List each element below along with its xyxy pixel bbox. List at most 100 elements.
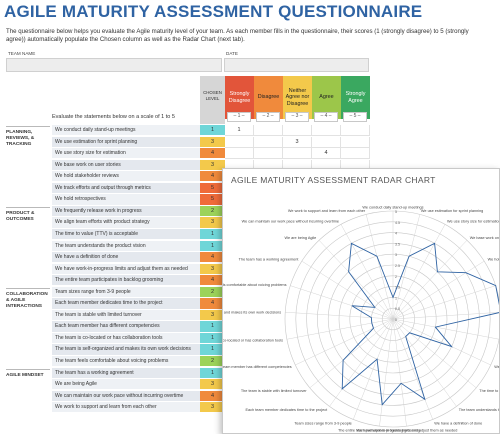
score-cell[interactable] (341, 148, 370, 160)
radar-category-label: We hold stakeholder reviews (488, 258, 500, 262)
radar-spoke (295, 318, 394, 366)
chosen-level-cell: 2 (200, 286, 225, 298)
chosen-level-cell: 3 (200, 136, 225, 148)
score-cell[interactable] (341, 125, 370, 137)
team-name-label: TEAM NAME (8, 51, 36, 56)
statement-row: We align team efforts with product strat… (52, 217, 200, 229)
radar-spoke (392, 318, 477, 389)
radar-spoke (392, 318, 457, 407)
evaluate-instruction: Evaluate the statements below on a scale… (52, 114, 175, 120)
scale-header-1: Strongly Disagree (225, 76, 254, 119)
date-label: DATE (226, 51, 238, 56)
radar-spoke (392, 214, 421, 320)
chosen-level-cell: 1 (200, 321, 225, 333)
radar-category-label: The team is stable with limited turnover (241, 389, 308, 393)
section-label: AGILE MINDSET (6, 368, 50, 379)
chosen-level-cell: 5 (200, 194, 225, 206)
statement-row: The time to value (TTV) is acceptable (52, 228, 200, 241)
radar-spoke (340, 224, 394, 320)
radar-tick-label: 0.5 (395, 307, 400, 311)
radar-tick-label: 0 (395, 318, 397, 322)
radar-spoke (392, 318, 491, 366)
statement-row: Team sizes range from 3-9 people (52, 286, 200, 298)
radar-category-label: The entire team participates in backlog … (338, 429, 420, 433)
radar-spoke (290, 285, 394, 320)
radar-spoke (353, 318, 394, 420)
chosen-level-header: CHOSEN LEVEL (200, 76, 225, 124)
radar-category-label: Each team member dedicates time to the p… (246, 408, 329, 412)
radar-category-label: The team understands the product vision (459, 408, 500, 412)
statement-row: The team is stable with limited turnover (52, 309, 200, 322)
chosen-level-cell: 1 (200, 332, 225, 345)
chosen-level-cell: 4 (200, 171, 225, 183)
radar-category-label: The team is co-located or has collaborat… (223, 339, 283, 343)
radar-spoke (329, 318, 394, 407)
statement-row: We hold stakeholder reviews (52, 171, 200, 183)
statement-row: We use story size for estimation (52, 148, 200, 160)
chosen-level-cell: 3 (200, 159, 225, 171)
radar-category-label: We have work-in-progress limits and adju… (357, 429, 458, 433)
statement-row: We frequently release work in progress (52, 205, 200, 218)
statement-row: The team feels comfortable about voicing… (52, 356, 200, 368)
section-label: PLANNING, REVIEWS, & TRACKING (6, 126, 50, 148)
score-cell[interactable] (225, 148, 254, 160)
chosen-level-cell: 4 (200, 298, 225, 310)
score-cell[interactable] (283, 125, 312, 137)
radar-category-label: We use estimation for sprint planning (421, 209, 483, 213)
team-name-field[interactable] (6, 58, 222, 72)
statement-row: We hold retrospectives (52, 194, 200, 206)
section-label: COLLABORATION & AGILE INTERACTIONS (6, 287, 50, 310)
statement-row: We have a definition of done (52, 252, 200, 264)
radar-category-label: The team is self-organized and makes its… (223, 311, 281, 315)
radar-spoke (392, 318, 499, 340)
radar-spoke (392, 318, 433, 420)
radar-category-label: We can maintain our work pace without in… (242, 219, 339, 223)
statement-row: We work to support and learn from each o… (52, 402, 200, 414)
radar-spoke (365, 214, 394, 320)
date-field[interactable] (224, 58, 369, 72)
score-cell[interactable] (254, 148, 283, 160)
chosen-level-cell: 5 (200, 182, 225, 195)
scale-number-5: – 5 – (343, 112, 367, 122)
radar-spoke (285, 311, 394, 320)
radar-category-label: We are being Agile (284, 236, 316, 240)
radar-spoke (392, 285, 496, 320)
radar-series-line (341, 242, 499, 406)
statement-row: We can maintain our work pace without in… (52, 390, 200, 402)
chosen-level-cell: 1 (200, 344, 225, 356)
statement-row: We base work on user stories (52, 159, 200, 171)
score-cell[interactable] (341, 136, 370, 148)
radar-spoke (301, 260, 394, 320)
score-cell[interactable] (254, 125, 283, 137)
score-mark[interactable]: 4 (312, 148, 341, 160)
chosen-level-cell: 4 (200, 390, 225, 402)
score-cell[interactable] (312, 125, 341, 137)
scale-header-3: Neither Agree nor Disagree (283, 76, 312, 119)
radar-category-label: We have a definition of done (434, 422, 482, 426)
score-cell[interactable] (283, 148, 312, 160)
score-mark[interactable]: 3 (283, 136, 312, 148)
radar-tick-label: 4 (395, 232, 397, 236)
radar-tick-label: 2 (395, 275, 397, 279)
score-cell[interactable] (225, 136, 254, 148)
statement-row: We have work-in-progress limits and adju… (52, 263, 200, 275)
radar-category-label: The team feels comfortable about voicing… (223, 283, 287, 287)
radar-chart: 0 0.5 1 1.5 2 2.5 3 3.5 4 4.5 5We conduct daily st… (223, 206, 500, 433)
score-mark[interactable]: 1 (225, 125, 254, 137)
chosen-level-cell: 3 (200, 263, 225, 275)
chosen-level-cell: 2 (200, 205, 225, 218)
chosen-level-cell: 1 (200, 240, 225, 252)
section-label: PRODUCT & OUTCOMES (6, 206, 50, 223)
radar-category-label: The time to value (TTV) is acceptable (479, 389, 500, 393)
chosen-level-cell: 4 (200, 148, 225, 160)
radar-category-label: The team has a working agreement (239, 258, 300, 262)
radar-tick-label: 3 (395, 253, 397, 257)
score-cell[interactable] (254, 136, 283, 148)
statement-row: The entire team participates in backlog … (52, 275, 200, 287)
chosen-level-cell: 3 (200, 379, 225, 391)
score-cell[interactable] (312, 136, 341, 148)
statement-row: We use estimation for sprint planning (52, 136, 200, 148)
radar-spoke (286, 318, 394, 340)
scale-header-5: Strongly Agree (341, 76, 370, 119)
radar-tick-label: 3.5 (395, 242, 400, 246)
